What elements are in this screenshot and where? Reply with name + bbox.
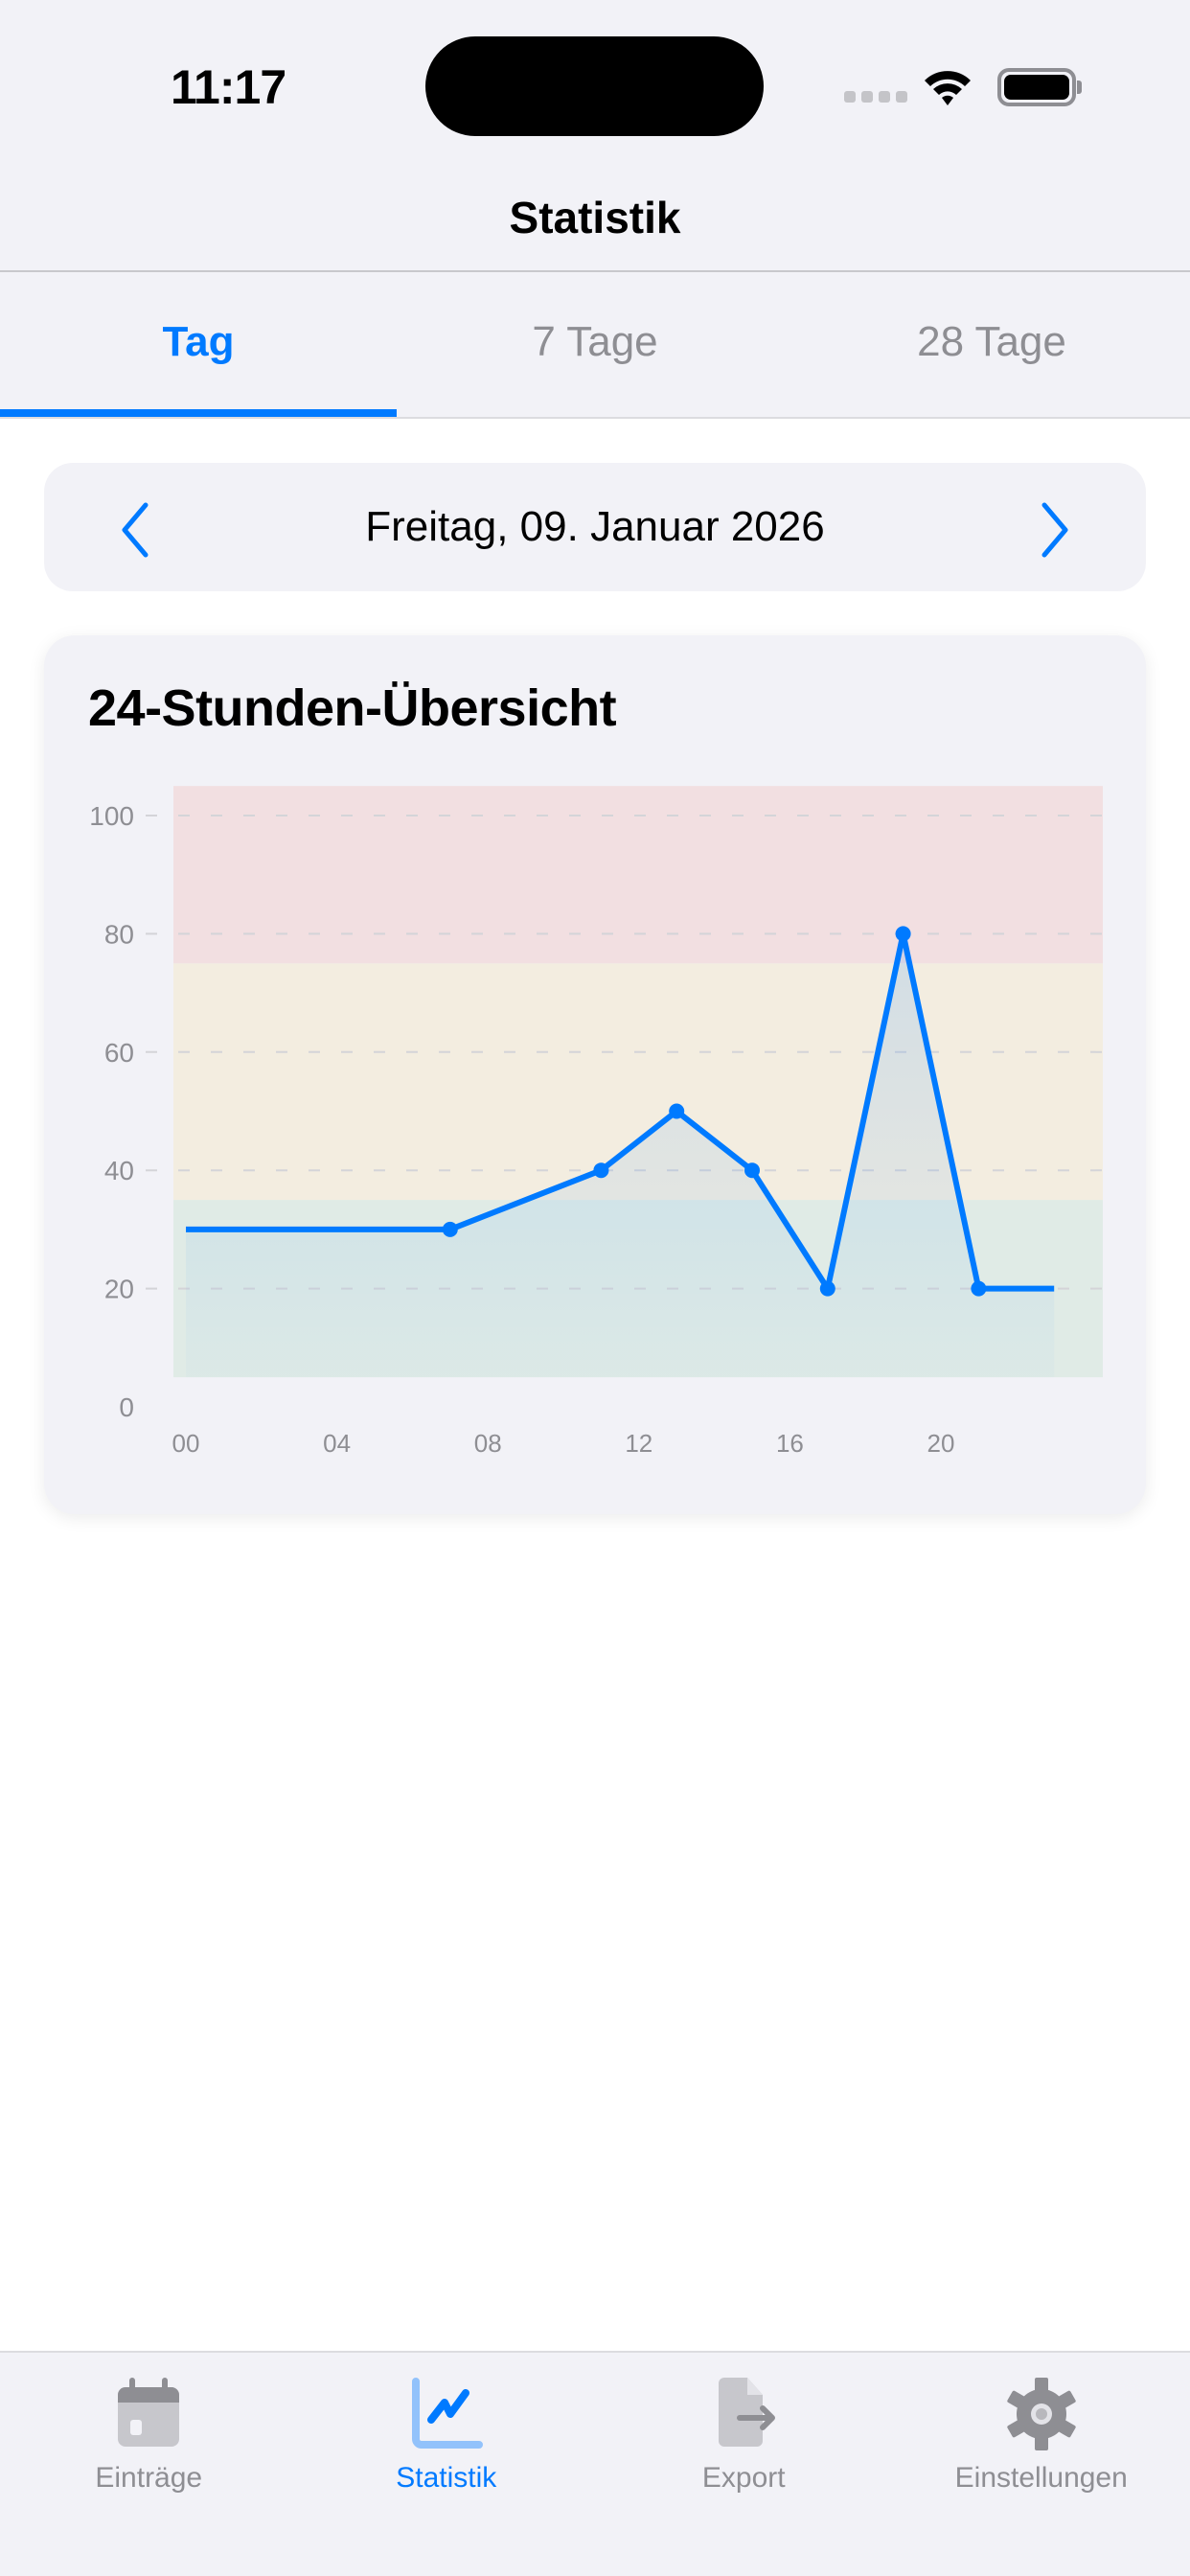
current-date: Freitag, 09. Januar 2026 — [365, 503, 825, 550]
y-tick-label: 40 — [104, 1156, 134, 1185]
export-icon — [719, 2378, 776, 2447]
page-title: Statistik — [509, 193, 681, 242]
data-point — [669, 1103, 685, 1119]
tabbar-label: Statistik — [396, 2462, 497, 2494]
chart-title: 24-Stunden-Übersicht — [88, 679, 617, 737]
data-point — [442, 1221, 458, 1237]
y-tick-label: 20 — [104, 1275, 134, 1304]
tab-28-tage[interactable]: 28 Tage — [917, 318, 1066, 365]
data-point — [593, 1162, 609, 1179]
tabbar-label: Einstellungen — [954, 2462, 1128, 2494]
y-tick-label: 0 — [119, 1392, 134, 1422]
battery-tip — [1077, 80, 1082, 94]
tabbar-item-statistik[interactable]: Statistik — [298, 2353, 596, 2576]
tab-tag[interactable]: Tag — [0, 272, 397, 417]
tabbar-label: Export — [701, 2462, 786, 2494]
chart-card: 24-Stunden-Übersicht 0 20 40 60 80 100 00 04 08 1… — [44, 635, 1146, 1514]
y-tick-label: 60 — [104, 1038, 134, 1068]
status-time: 11:17 — [171, 60, 286, 114]
x-tick-label: 16 — [776, 1429, 804, 1458]
cellular-signal-icon — [844, 91, 907, 103]
y-tick-label: 100 — [89, 801, 134, 831]
chevron-right-icon[interactable] — [1029, 501, 1077, 559]
header-area: 11:17 Statistik Tag 7 Tage 28 Tage — [0, 0, 1190, 419]
tabbar-item-export[interactable]: Export — [595, 2353, 893, 2576]
zone-band-high — [173, 786, 1103, 964]
x-tick-label: 12 — [625, 1429, 652, 1458]
data-point — [744, 1162, 760, 1179]
line-chart: 0 20 40 60 80 100 00 04 08 12 16 20 — [89, 786, 1119, 1458]
tab-7-tage[interactable]: 7 Tage — [532, 318, 658, 365]
chevron-left-icon[interactable] — [113, 501, 161, 559]
x-tick-label: 04 — [323, 1429, 351, 1458]
tabbar-item-eintraege[interactable]: Einträge — [0, 2353, 298, 2576]
x-tick-label: 20 — [927, 1429, 955, 1458]
x-tick-label: 08 — [474, 1429, 502, 1458]
wifi-icon — [925, 71, 971, 105]
data-point — [971, 1280, 987, 1297]
chart-icon — [411, 2378, 483, 2449]
period-tabs: Tag 7 Tage 28 Tage — [0, 272, 1190, 419]
tab-bar: Einträge Statistik Export — [0, 2351, 1190, 2576]
x-tick-label: 00 — [172, 1429, 200, 1458]
gear-icon — [1007, 2378, 1076, 2450]
line-area-fill — [186, 933, 1055, 1378]
dynamic-island — [425, 36, 764, 136]
tabbar-label: Einträge — [95, 2462, 203, 2494]
battery-icon — [997, 68, 1076, 106]
data-point — [895, 926, 911, 942]
date-navigator: Freitag, 09. Januar 2026 — [44, 463, 1146, 591]
nav-divider — [0, 270, 1190, 272]
calendar-icon — [118, 2378, 180, 2447]
y-tick-label: 80 — [104, 919, 134, 949]
tabbar-item-einstellungen[interactable]: Einstellungen — [893, 2353, 1190, 2576]
data-point — [819, 1280, 835, 1297]
